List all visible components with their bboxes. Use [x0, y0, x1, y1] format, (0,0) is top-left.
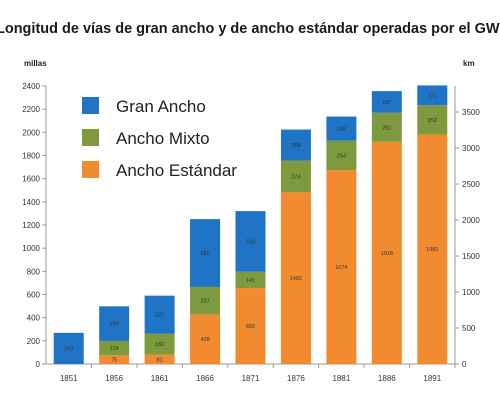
bar-segment [235, 211, 266, 272]
left-tick-label: 2200 [22, 105, 40, 114]
bar-segment [99, 355, 130, 364]
bar-segment [326, 116, 357, 141]
bars: 269 75 124 299 81 182 327 428 237 586 655 141 524 148… [53, 85, 448, 364]
data-label: 274 [291, 174, 300, 180]
bar-segment [53, 332, 84, 364]
bar-segment [190, 314, 221, 364]
data-label: 252 [428, 118, 437, 124]
data-label: 182 [155, 342, 164, 348]
right-tick-label: 2500 [462, 180, 480, 189]
bar-segment [417, 105, 448, 135]
data-label: 1674 [335, 265, 347, 271]
legend-label: Ancho Mixto [116, 129, 210, 148]
data-label: 187 [382, 100, 391, 106]
right-tick-label: 2000 [462, 216, 480, 225]
right-tick-label: 3000 [462, 144, 480, 153]
bar-segment [144, 354, 175, 364]
x-tick-label: 1866 [196, 374, 214, 383]
data-label: 254 [337, 153, 346, 159]
left-axis-unit: millas [24, 59, 47, 68]
bar-segment [326, 170, 357, 364]
left-tick-label: 400 [27, 314, 41, 323]
left-tick-label: 800 [27, 267, 41, 276]
legend-swatch [82, 161, 99, 178]
x-tick-label: 1881 [332, 374, 350, 383]
right-tick-label: 0 [462, 360, 467, 369]
data-label: 251 [382, 125, 391, 131]
right-tick-label: 1000 [462, 288, 480, 297]
data-label: 171 [428, 93, 437, 99]
data-label: 237 [200, 299, 209, 305]
bar-segment [235, 271, 266, 289]
x-tick-label: 1851 [60, 374, 78, 383]
data-label: 208 [337, 127, 346, 133]
right-axis-unit: km [463, 59, 475, 68]
legend-swatch [82, 129, 99, 146]
bar-segment [280, 129, 311, 161]
x-tick-label: 1856 [105, 374, 123, 383]
chart-title: Longitud de vías de gran ancho y de anch… [0, 21, 500, 37]
left-tick-label: 1600 [22, 175, 40, 184]
left-tick-label: 0 [36, 360, 41, 369]
left-tick-label: 2400 [22, 82, 40, 91]
right-tick-label: 3500 [462, 108, 480, 117]
bar-segment [190, 219, 221, 287]
bar-segment [371, 112, 402, 142]
data-label: 75 [111, 358, 117, 364]
bar-segment [371, 91, 402, 113]
data-label: 141 [246, 278, 255, 284]
bar-segment [371, 141, 402, 364]
x-tick-label: 1891 [423, 374, 441, 383]
data-label: 1982 [426, 247, 438, 253]
x-tick-label: 1886 [378, 374, 396, 383]
bar-segment [99, 340, 130, 356]
left-tick-label: 600 [27, 291, 41, 300]
data-label: 327 [155, 313, 164, 319]
bar-segment [144, 295, 175, 334]
data-label: 428 [200, 337, 209, 343]
left-tick-label: 1000 [22, 244, 40, 253]
legend-label: Gran Ancho [116, 97, 206, 116]
bar-segment [417, 134, 448, 364]
right-tick-label: 1500 [462, 252, 480, 261]
bar-segment [280, 192, 311, 364]
x-tick-label: 1871 [242, 374, 260, 383]
data-label: 524 [246, 239, 255, 245]
data-label: 269 [64, 346, 73, 352]
x-tick-label: 1861 [151, 374, 169, 383]
left-tick-label: 1200 [22, 221, 40, 230]
legend-swatch [82, 97, 99, 114]
legend-label: Ancho Estándar [116, 161, 237, 180]
bar-segment [280, 160, 311, 193]
left-tick-label: 200 [27, 337, 41, 346]
data-label: 268 [291, 143, 300, 149]
right-tick-label: 500 [462, 324, 476, 333]
bar-segment [190, 286, 221, 315]
data-label: 655 [246, 324, 255, 330]
data-label: 1482 [290, 276, 302, 282]
left-tick-label: 2000 [22, 128, 40, 137]
bar-segment [417, 85, 448, 106]
left-tick-label: 1800 [22, 152, 40, 161]
data-label: 299 [110, 322, 119, 328]
data-label: 124 [110, 346, 119, 352]
left-tick-label: 1400 [22, 198, 40, 207]
bar-segment [235, 288, 266, 364]
bar-segment [99, 306, 130, 341]
legend: Gran Ancho Ancho Mixto Ancho Estándar [82, 97, 237, 180]
bar-segment [144, 333, 175, 355]
data-label: 81 [157, 357, 163, 363]
data-label: 586 [200, 251, 209, 257]
data-label: 1918 [381, 251, 393, 257]
x-tick-label: 1876 [287, 374, 305, 383]
bar-segment [326, 140, 357, 171]
